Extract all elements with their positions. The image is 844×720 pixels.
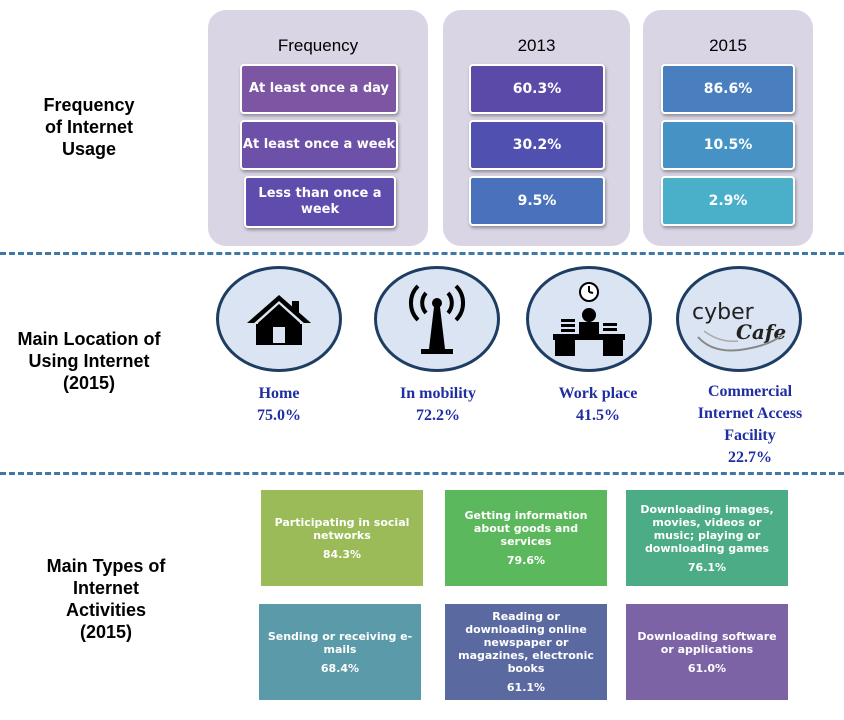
workplace-location-circle [526, 266, 652, 372]
activity-value: 61.1% [506, 681, 546, 694]
category-cell-daily: At least once a day [240, 64, 398, 114]
year-header: 2015 [709, 36, 747, 55]
row-label-line: Frequency [43, 95, 135, 115]
activity-label: Downloading images, movies, videos or mu… [640, 502, 774, 555]
location-label-cafe: Commercial Internet Access Facility 22.7… [680, 381, 820, 469]
cafe-location-circle: cyber Cafe [676, 266, 802, 372]
location-name: Work place [558, 385, 638, 402]
value-cell-2013-daily: 60.3% [469, 64, 605, 114]
row-label-line: (2015) [79, 622, 133, 642]
activity-box-social: Participating in social networks 84.3% [261, 490, 423, 586]
mobility-location-circle [374, 266, 500, 372]
year-2013-panel: 2013 60.3% 30.2% 9.5% [443, 10, 630, 246]
row-label-line: Internet [72, 578, 139, 598]
section-divider [0, 252, 844, 255]
value-cell-2015-weekly: 10.5% [661, 120, 795, 170]
location-label-home: Home 75.0% [219, 383, 339, 427]
value-cell-2013-weekly: 30.2% [469, 120, 605, 170]
activity-box-software: Downloading software or applications 61.… [626, 604, 788, 700]
value-cell-2015-less: 2.9% [661, 176, 795, 226]
location-value: 72.2% [416, 407, 460, 424]
home-location-circle [216, 266, 342, 372]
category-label: At least once a day [248, 81, 389, 96]
cafe-logo-text: Cafe [736, 320, 786, 344]
year-2015-panel: 2015 86.6% 10.5% 2.9% [643, 10, 813, 246]
location-name: Commercial Internet Access Facility [697, 383, 803, 444]
location-name: In mobility [399, 385, 476, 402]
activity-label: Reading or downloading online newspaper … [458, 610, 594, 675]
value-label: 30.2% [512, 137, 562, 153]
value-label: 86.6% [703, 81, 753, 97]
location-row-label: Main Location of Using Internet (2015) [0, 328, 178, 394]
location-name: Home [258, 385, 300, 402]
row-label-line: Main Types of [46, 556, 166, 576]
location-label-workplace: Work place 41.5% [530, 383, 666, 427]
activity-value: 76.1% [687, 560, 727, 574]
cyber-logo-text: cyber [692, 300, 755, 325]
category-label: At least once a week [242, 137, 396, 152]
value-cell-2015-daily: 86.6% [661, 64, 795, 114]
activity-value: 79.6% [506, 554, 546, 567]
activity-label: Getting information about goods and serv… [464, 509, 588, 548]
frequency-header: Frequency [277, 36, 359, 55]
activity-value: 61.0% [687, 661, 727, 675]
activity-value: 84.3% [322, 547, 362, 561]
row-label-line: Activities [65, 600, 147, 620]
row-label-line: of Internet [45, 117, 133, 137]
activity-box-reading: Reading or downloading online newspaper … [445, 604, 607, 700]
value-label: 60.3% [512, 81, 562, 97]
frequency-row-label: Frequency of Internet Usage [0, 94, 178, 160]
year-header: 2013 [517, 36, 556, 55]
value-cell-2013-less: 9.5% [469, 176, 605, 226]
location-value: 22.7% [728, 449, 772, 466]
location-value: 75.0% [257, 407, 301, 424]
cyber-cafe-icon: cyber Cafe [692, 300, 786, 352]
value-label: 9.5% [517, 193, 557, 209]
row-label-line: (2015) [62, 373, 116, 393]
value-label: 10.5% [703, 137, 753, 153]
activity-value: 68.4% [320, 661, 360, 675]
activity-label: Downloading software or applications [637, 629, 777, 656]
section-divider [0, 472, 844, 475]
activity-label: Sending or receiving e-mails [267, 629, 413, 656]
row-label-line: Usage [61, 139, 117, 159]
office-desk-icon [553, 282, 625, 356]
value-label: 2.9% [708, 193, 748, 209]
frequency-category-panel: Frequency At least once a day At least o… [208, 10, 428, 246]
category-cell-less: Less than once a week [244, 176, 396, 228]
location-label-mobility: In mobility 72.2% [378, 383, 498, 427]
antenna-icon [408, 284, 466, 354]
category-cell-weekly: At least once a week [240, 120, 398, 170]
activity-box-email: Sending or receiving e-mails 68.4% [259, 604, 421, 700]
house-icon [247, 295, 311, 345]
location-value: 41.5% [576, 407, 620, 424]
activity-box-goods-info: Getting information about goods and serv… [445, 490, 607, 586]
activity-label: Participating in social networks [274, 515, 410, 542]
row-label-line: Using Internet [28, 351, 150, 371]
activities-row-label: Main Types of Internet Activities (2015) [0, 555, 212, 643]
activity-box-media: Downloading images, movies, videos or mu… [626, 490, 788, 586]
category-label: Less than once a week [258, 186, 382, 217]
row-label-line: Main Location of [17, 329, 161, 349]
